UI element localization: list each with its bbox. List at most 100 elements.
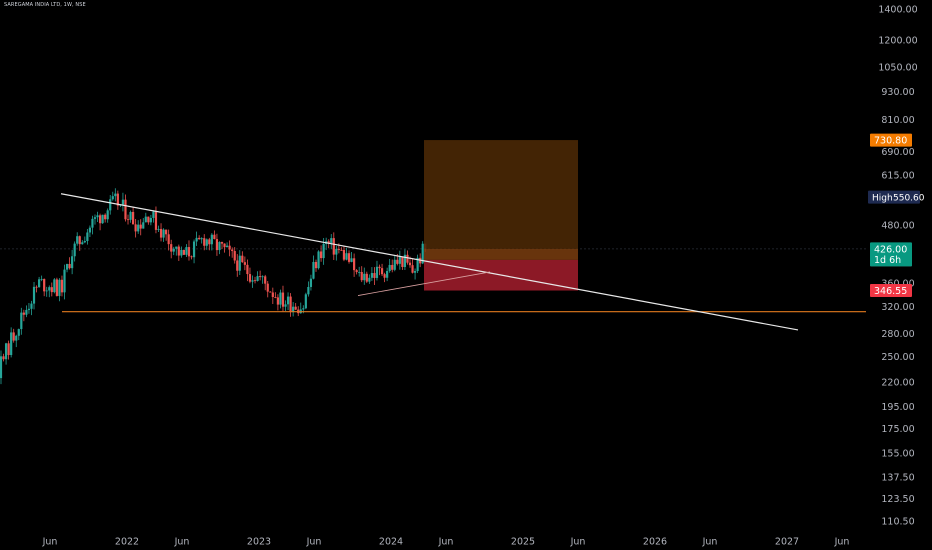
candle-body — [248, 274, 252, 282]
candle-body — [368, 277, 371, 282]
y-tick-label: 175.00 — [881, 424, 914, 435]
y-tick-label: 615.00 — [881, 170, 914, 181]
candle-body — [192, 241, 196, 258]
candle-body — [233, 251, 236, 261]
candle-body — [370, 273, 373, 278]
candle-body — [91, 218, 94, 228]
candle-body — [266, 283, 269, 292]
current-price-text: 426.00 — [874, 244, 907, 255]
candle-body — [106, 210, 109, 220]
candle-body — [413, 271, 417, 273]
candle-body — [246, 264, 249, 275]
candle-body — [111, 196, 114, 200]
candle-body — [12, 332, 15, 341]
candle-body — [162, 229, 165, 238]
candle-body — [78, 236, 81, 245]
candle-body — [358, 272, 361, 273]
candle-body — [25, 309, 28, 315]
high-badge — [868, 190, 920, 204]
candle-body — [319, 251, 323, 259]
y-tick-label: 250.00 — [881, 352, 914, 363]
high-value: 550.60 — [893, 194, 925, 204]
candle-body — [375, 266, 379, 278]
candle-body — [154, 211, 158, 230]
candle-body — [345, 253, 348, 260]
entry-zone — [424, 248, 578, 260]
candle-body — [93, 217, 97, 219]
candle-body — [276, 297, 280, 305]
candle-body — [279, 292, 282, 305]
candle-body — [210, 234, 213, 245]
y-tick-label: 810.00 — [881, 115, 914, 126]
candle-body — [177, 246, 180, 256]
y-tick-label: 320.00 — [881, 302, 914, 313]
candle-body — [129, 211, 132, 220]
candle-body — [292, 306, 295, 313]
target-zone — [424, 140, 578, 249]
candle-body — [175, 246, 178, 249]
candle-body — [152, 211, 155, 218]
y-tick-label: 280.00 — [881, 329, 914, 340]
candle-body — [294, 306, 297, 310]
x-tick-label: 2027 — [775, 537, 799, 548]
candle-body — [274, 296, 277, 298]
candle-body — [264, 276, 267, 284]
candle-body — [109, 199, 112, 211]
candle-body — [355, 270, 358, 273]
candle-body — [165, 229, 168, 235]
candle-body — [81, 242, 84, 245]
candle-body — [231, 249, 234, 252]
candle-body — [10, 332, 13, 356]
candle-body — [0, 356, 3, 379]
candle-body — [312, 261, 315, 279]
candle-body — [330, 238, 333, 244]
candle-body — [322, 243, 325, 259]
candle-body — [50, 287, 53, 293]
candle-body — [185, 247, 188, 255]
candle-body — [386, 271, 389, 278]
candle-body — [170, 244, 173, 252]
candle-body — [332, 238, 335, 255]
y-tick-label: 137.50 — [881, 472, 914, 483]
candle-body — [380, 268, 384, 275]
candle-body — [286, 296, 290, 305]
x-tick-label: 2022 — [115, 537, 139, 548]
candle-body — [144, 216, 147, 223]
candle-body — [408, 262, 412, 266]
candle-body — [104, 214, 107, 220]
candle-body — [167, 234, 170, 245]
candle-body — [98, 215, 102, 224]
candle-body — [243, 262, 246, 265]
candle-body — [126, 219, 130, 221]
candle-body — [187, 247, 191, 257]
candle-body — [236, 260, 239, 271]
candle-body — [149, 217, 152, 223]
y-tick-label: 930.00 — [881, 87, 914, 98]
candle-body — [289, 296, 292, 313]
candle-body — [20, 312, 23, 330]
candle-body — [271, 292, 274, 297]
candle-body — [378, 266, 381, 269]
candle-body — [73, 243, 76, 257]
candle-body — [121, 199, 125, 205]
candle-body — [416, 257, 419, 272]
candle-body — [96, 215, 99, 218]
candle-body — [228, 245, 231, 250]
candle-body — [182, 249, 186, 255]
target-price-badge-text: 730.80 — [874, 136, 907, 147]
candle-body — [401, 256, 404, 267]
y-tick-label: 1050.00 — [878, 63, 917, 74]
candle-body — [137, 224, 140, 232]
candle-body — [383, 274, 386, 278]
candle-body — [157, 228, 160, 230]
candle-body — [396, 259, 399, 264]
candle-body — [220, 242, 224, 244]
candle-body — [116, 193, 119, 206]
candle-body — [398, 256, 401, 264]
candle-body — [388, 264, 391, 272]
candle-body — [253, 280, 257, 282]
candle-body — [238, 255, 241, 271]
candle-body — [406, 254, 409, 263]
